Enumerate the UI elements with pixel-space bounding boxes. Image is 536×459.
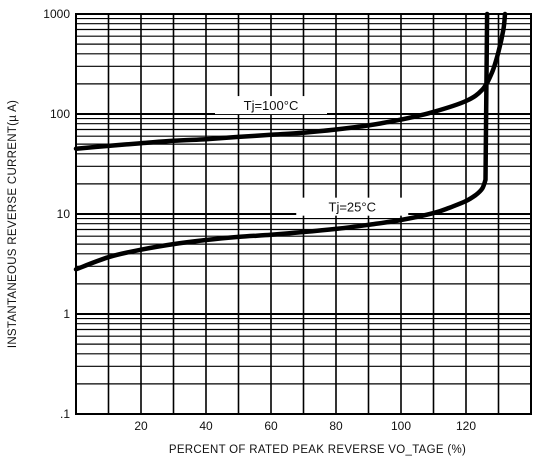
y-tick-labels: .1 1 10 100 1000 [43, 7, 70, 421]
curve-label-background [215, 96, 327, 115]
x-axis-title: PERCENT OF RATED PEAK REVERSE VO_TAGE (%… [169, 444, 466, 456]
y-tick-label: 1 [63, 307, 70, 321]
x-tick-label: 60 [264, 419, 278, 433]
series-line [73, 11, 508, 151]
curve-labels: Tj=100°C Tj=25°C [215, 96, 409, 216]
curve-label: Tj=100°C [244, 98, 299, 113]
x-tick-label: 120 [456, 419, 476, 433]
x-tick-label: 80 [329, 419, 343, 433]
y-axis-title: INSTANTANEOUS REVERSE CURRENT(µ A) [7, 100, 19, 348]
y-tick-label: 1000 [43, 7, 70, 21]
plot-frame [75, 13, 532, 415]
x-tick-labels: 20 40 60 80 100 120 [134, 419, 476, 433]
grid [76, 13, 531, 415]
curve-label-background [296, 197, 409, 216]
curves [73, 11, 508, 272]
series-line [73, 11, 490, 272]
x-tick-label: 40 [199, 419, 213, 433]
y-tick-label: .1 [60, 407, 70, 421]
y-tick-label: 10 [57, 207, 71, 221]
y-tick-label: 100 [50, 107, 70, 121]
x-tick-label: 100 [391, 419, 411, 433]
x-tick-label: 20 [134, 419, 148, 433]
curve-label: Tj=25°C [329, 200, 376, 215]
